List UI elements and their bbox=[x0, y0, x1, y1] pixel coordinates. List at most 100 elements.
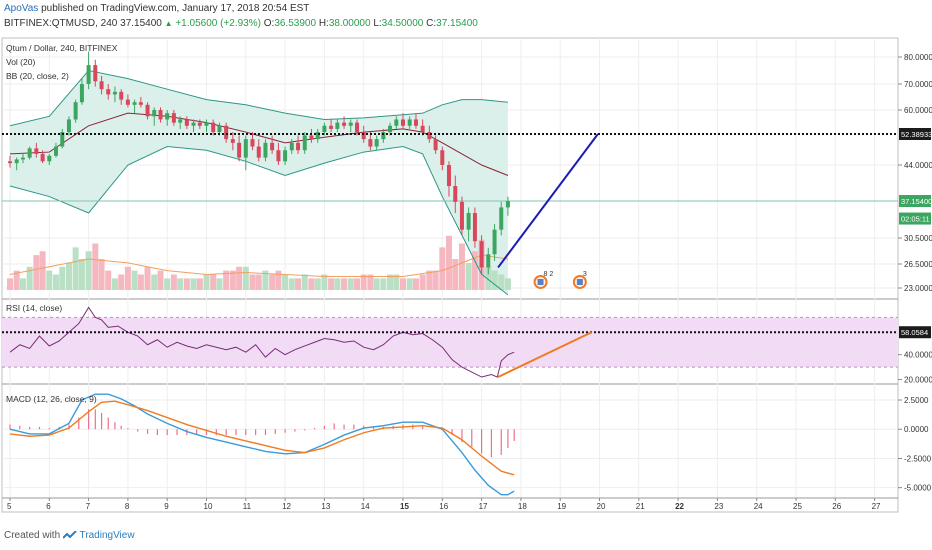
x-tick-label: 19 bbox=[557, 502, 566, 511]
volume-bar bbox=[387, 274, 394, 290]
volume-bar bbox=[33, 255, 40, 290]
volume-bar bbox=[367, 274, 374, 290]
price-axis-label-bg bbox=[899, 128, 931, 140]
volume-bar bbox=[485, 266, 492, 290]
y-tick-label: 0.0000 bbox=[904, 425, 929, 434]
price-axis-label: 58.0584 bbox=[901, 328, 928, 337]
volume-bar bbox=[190, 278, 197, 290]
volume-bar bbox=[314, 278, 321, 290]
author-link[interactable]: ApoVas bbox=[4, 3, 39, 14]
y-tick-label: 40.00000 bbox=[904, 351, 932, 360]
candle-body bbox=[315, 132, 320, 140]
x-tick-label: 24 bbox=[754, 502, 763, 511]
volume-bar bbox=[412, 278, 419, 290]
y-tick-label: -5.0000 bbox=[904, 484, 932, 493]
x-tick-label: 6 bbox=[46, 502, 51, 511]
volume-bar bbox=[59, 266, 66, 290]
candle-body bbox=[106, 89, 111, 95]
candle-body bbox=[289, 142, 294, 151]
volume-bar bbox=[92, 243, 99, 290]
volume-bar bbox=[118, 274, 125, 290]
volume-bar bbox=[164, 278, 171, 290]
volume-bar bbox=[452, 259, 459, 290]
candle-body bbox=[217, 125, 222, 133]
candle-body bbox=[53, 146, 58, 156]
volume-bar bbox=[255, 274, 262, 290]
volume-bar bbox=[491, 270, 498, 290]
volume-bar bbox=[13, 270, 20, 290]
volume-bar bbox=[334, 278, 341, 290]
candle-body bbox=[479, 241, 484, 268]
candle-body bbox=[47, 155, 52, 162]
x-tick-label: 10 bbox=[204, 502, 213, 511]
volume-bar bbox=[177, 278, 184, 290]
candle-body bbox=[73, 102, 78, 120]
y-tick-label: 44.00000 bbox=[904, 161, 932, 170]
y-tick-label: -2.5000 bbox=[904, 454, 932, 463]
candle-body bbox=[171, 113, 176, 123]
volume-bar bbox=[52, 274, 59, 290]
volume-bar bbox=[341, 278, 348, 290]
x-tick-label: 12 bbox=[282, 502, 291, 511]
bollinger-band-fill bbox=[10, 70, 508, 295]
candle-body bbox=[263, 142, 268, 158]
volume-bar bbox=[301, 274, 308, 290]
candle-body bbox=[499, 207, 504, 230]
volume-bar bbox=[400, 278, 406, 290]
x-tick-label: 18 bbox=[518, 502, 527, 511]
volume-bar bbox=[157, 270, 164, 290]
volume-bar bbox=[373, 278, 380, 290]
candle-body bbox=[27, 148, 32, 158]
volume-bar bbox=[282, 274, 289, 290]
volume-bar bbox=[7, 278, 13, 290]
candle-body bbox=[348, 122, 353, 126]
candle-body bbox=[34, 148, 39, 154]
symbol-label: BITFINEX:QTMUSD, 240 bbox=[4, 18, 118, 29]
publish-line: ApoVas published on TradingView.com, Jan… bbox=[4, 3, 309, 14]
candle-body bbox=[361, 132, 366, 140]
volume-bar bbox=[380, 278, 387, 290]
candle-body bbox=[335, 122, 340, 129]
candle-body bbox=[394, 119, 399, 126]
candle-body bbox=[433, 139, 438, 151]
open-label: O: bbox=[263, 18, 275, 29]
candle-body bbox=[237, 142, 242, 158]
volume-bar bbox=[26, 266, 33, 290]
volume-bar bbox=[203, 274, 210, 290]
up-triangle-icon: ▲ bbox=[164, 19, 173, 28]
ohlc-line: BITFINEX:QTMUSD, 240 37.15400 ▲ +1.05600… bbox=[4, 18, 478, 29]
volume-bar bbox=[183, 278, 190, 290]
candle-body bbox=[93, 65, 98, 82]
event-marker-label: 3 bbox=[583, 271, 587, 278]
open-value: 36.53900 bbox=[274, 18, 317, 29]
x-tick-label: 9 bbox=[164, 502, 169, 511]
candle-body bbox=[230, 139, 235, 143]
volume-bar bbox=[432, 270, 439, 290]
volume-bar bbox=[137, 274, 144, 290]
candle-body bbox=[197, 122, 202, 126]
macd-signal-line bbox=[9, 400, 515, 476]
y-tick-label: 30.50000 bbox=[904, 234, 932, 243]
x-tick-label: 21 bbox=[636, 502, 645, 511]
volume-bar bbox=[262, 270, 269, 290]
candle-body bbox=[329, 125, 334, 129]
bollinger-upper-line bbox=[9, 69, 508, 127]
y-tick-label: 20.00000 bbox=[904, 376, 932, 385]
candle-body bbox=[342, 122, 347, 126]
candle-body bbox=[158, 110, 163, 120]
candle-body bbox=[66, 119, 71, 133]
published-text: published on TradingView.com, January 17… bbox=[41, 3, 310, 14]
rsi-pane-title: RSI (14, close) bbox=[6, 303, 62, 313]
candle-body bbox=[355, 122, 360, 133]
candle-body bbox=[204, 122, 209, 126]
price-pane-title: Qtum / Dollar, 240, BITFINEX bbox=[6, 43, 118, 53]
candle-body bbox=[86, 65, 91, 84]
candle-body bbox=[420, 125, 425, 133]
tradingview-brand[interactable]: TradingView bbox=[79, 530, 135, 541]
event-marker-label: 8 2 bbox=[544, 271, 554, 278]
candle-body bbox=[8, 161, 12, 164]
candle-body bbox=[243, 139, 248, 158]
volume-bar bbox=[347, 278, 354, 290]
candle-body bbox=[453, 186, 458, 202]
candle-body bbox=[407, 119, 412, 126]
